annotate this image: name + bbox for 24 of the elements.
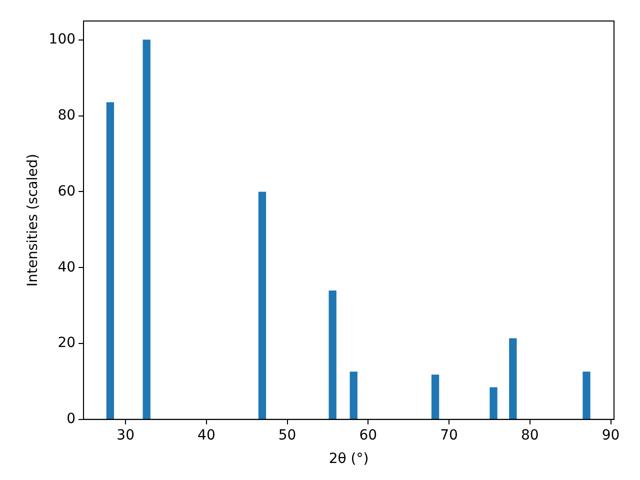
y-tick-label: 60 xyxy=(58,183,76,200)
x-axis-title: 2θ (°) xyxy=(328,451,369,468)
bar xyxy=(328,290,336,420)
bar xyxy=(258,192,266,420)
bar xyxy=(142,40,150,420)
x-tick-label: 90 xyxy=(602,427,620,444)
x-tick-label: 60 xyxy=(359,427,378,444)
x-tick-label: 70 xyxy=(440,427,458,444)
x-tick-label: 80 xyxy=(520,427,539,444)
bar xyxy=(106,102,114,420)
x-tick-label: 40 xyxy=(198,427,216,444)
y-axis-title: Intensities (scaled) xyxy=(25,154,42,287)
x-tick-label: 30 xyxy=(116,427,134,444)
bar xyxy=(350,372,358,420)
bar xyxy=(509,338,517,420)
y-tick-label: 100 xyxy=(48,32,76,48)
y-tick-label: 0 xyxy=(66,411,76,428)
bar xyxy=(431,374,440,420)
y-tick-label: 20 xyxy=(58,335,76,352)
y-tick-label: 80 xyxy=(58,108,76,124)
y-tick-label: 40 xyxy=(58,259,76,276)
bar xyxy=(490,387,498,420)
bar xyxy=(582,372,590,420)
x-tick-label: 50 xyxy=(278,427,296,444)
